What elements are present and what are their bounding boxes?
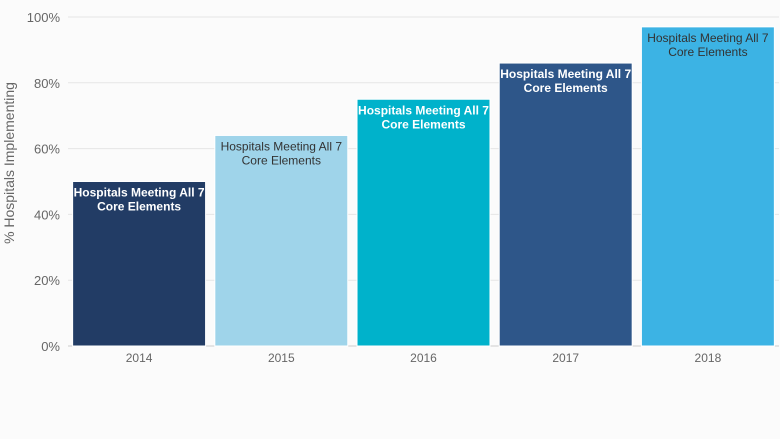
bar-2018	[640, 26, 775, 347]
y-tick-label: 20%	[34, 273, 60, 288]
bars: Hospitals Meeting All 7 Core Elements Hosp…	[72, 26, 775, 347]
y-tick-label: 40%	[34, 207, 60, 222]
x-tick-label: 2018	[695, 351, 722, 365]
y-axis-ticks: 0% 20% 40% 60% 80% 100%	[27, 10, 61, 354]
x-tick-label: 2017	[552, 351, 579, 365]
bar-data-label: Hospitals Meeting All 7 Core Elements	[221, 139, 343, 167]
bar-2016	[356, 98, 491, 347]
y-tick-label: 0%	[41, 339, 60, 354]
y-tick-label: 100%	[27, 10, 61, 25]
bar-data-label: Hospitals Meeting All 7 Core Elements	[74, 186, 205, 214]
y-axis-title: % Hospitals Implementing	[1, 82, 17, 244]
y-tick-label: 80%	[34, 76, 60, 91]
x-tick-label: 2015	[268, 351, 295, 365]
bar-2014	[72, 181, 207, 347]
x-axis-ticks: 2014 2015 2016 2017 2018	[126, 351, 722, 365]
bar-2017	[498, 62, 633, 347]
bar-2015	[214, 134, 349, 347]
y-tick-label: 60%	[34, 142, 60, 157]
x-tick-label: 2016	[410, 351, 437, 365]
bar-data-label: Hospitals Meeting All 7 Core Elements	[358, 103, 489, 131]
bar-data-label: Hospitals Meeting All 7 Core Elements	[500, 67, 631, 95]
bar-data-label: Hospitals Meeting All 7 Core Elements	[647, 31, 769, 59]
x-tick-label: 2014	[126, 351, 153, 365]
